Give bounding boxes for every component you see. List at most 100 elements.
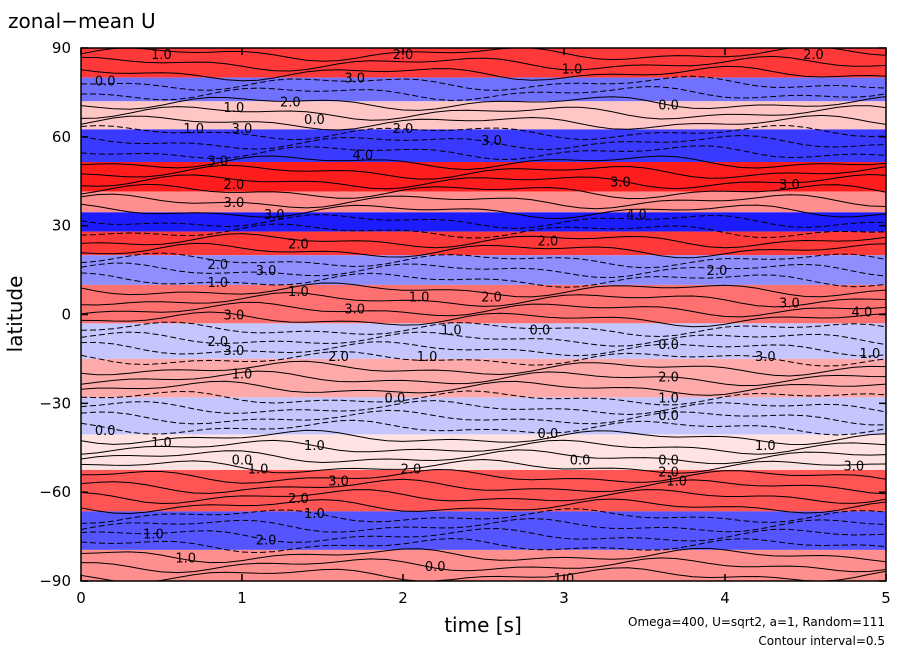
contour-label: 3.0 bbox=[232, 122, 253, 137]
contour-label: 3.0 bbox=[224, 309, 245, 324]
contour-label: 1.0 bbox=[207, 276, 228, 291]
contour-line-positive bbox=[81, 360, 886, 377]
contour-line-positive bbox=[81, 291, 886, 308]
contour-label: 1.0 bbox=[288, 285, 309, 300]
contour-label: 1.0 bbox=[755, 439, 776, 454]
contour-label: 0.0 bbox=[95, 424, 116, 439]
x-tick-label: 4 bbox=[720, 589, 730, 607]
contour-label: 0.0 bbox=[538, 427, 559, 442]
contour-label: 2.0 bbox=[803, 48, 824, 63]
contour-line-negative bbox=[81, 341, 886, 357]
contour-line-positive bbox=[81, 155, 886, 171]
contour-line-positive bbox=[81, 489, 886, 505]
shaded-band bbox=[81, 397, 886, 435]
contour-label: 0.0 bbox=[658, 98, 679, 113]
contour-label: 3.0 bbox=[779, 297, 800, 312]
contour-line-positive bbox=[81, 282, 886, 298]
shaded-band bbox=[81, 549, 886, 581]
contour-label: 0.0 bbox=[304, 113, 325, 128]
contour-label: 1.0 bbox=[441, 323, 462, 338]
contour-line-positive bbox=[81, 301, 886, 318]
contour-label: 2.0 bbox=[207, 335, 228, 350]
contour-label: 2.0 bbox=[538, 235, 559, 250]
contour-line-positive bbox=[81, 311, 886, 328]
contour-line-positive bbox=[81, 65, 886, 82]
contour-label: 4.0 bbox=[626, 208, 647, 223]
contour-label: 3.0 bbox=[328, 474, 349, 489]
contour-label: 1.0 bbox=[224, 101, 245, 116]
y-axis-label: latitude bbox=[3, 276, 27, 353]
x-axis-ticks: 0 1 2 3 4 5 bbox=[76, 48, 891, 607]
contour-line-negative bbox=[81, 400, 886, 416]
contour-label: 2.0 bbox=[658, 371, 679, 386]
contour-label: 1.0 bbox=[562, 63, 583, 78]
y-axis-ticks: 90 60 30 0 −30 −60 −90 bbox=[39, 39, 886, 590]
contour-label: 2.0 bbox=[224, 178, 245, 193]
shaded-band bbox=[81, 212, 886, 232]
x-tick-label: 2 bbox=[398, 589, 408, 607]
y-tick-label: 90 bbox=[52, 39, 71, 57]
y-tick-label: −90 bbox=[39, 572, 71, 590]
contour-line-positive bbox=[81, 105, 886, 121]
contour-line-positive bbox=[81, 449, 886, 465]
contour-line-positive bbox=[81, 173, 886, 190]
contour-label: 3.0 bbox=[344, 303, 365, 318]
contour-label: 1.0 bbox=[183, 122, 204, 137]
contour-label: 1.0 bbox=[860, 347, 881, 362]
contour-line-positive bbox=[81, 164, 886, 180]
plot-area: 1.0 2.0 2.03.00.01.02.01.00.00.01.0 3.0 2.03… bbox=[81, 48, 886, 581]
contour-label: 1.0 bbox=[175, 551, 196, 566]
contour-label: 2.0 bbox=[256, 534, 277, 549]
contour-line-positive bbox=[81, 380, 886, 396]
contour-line-positive bbox=[81, 547, 886, 564]
y-tick-label: −60 bbox=[39, 483, 71, 501]
contour-label: 2.0 bbox=[707, 264, 728, 279]
contour-label: 3.0 bbox=[264, 208, 285, 223]
contour-label: 1.0 bbox=[409, 291, 430, 306]
contour-label: 2.0 bbox=[280, 95, 301, 110]
shaded-band bbox=[81, 511, 886, 550]
contour-label: 3.0 bbox=[256, 264, 277, 279]
contour-line-positive bbox=[81, 96, 886, 111]
contour-label: 2.0 bbox=[288, 492, 309, 507]
contour-label: 2.0 bbox=[658, 465, 679, 480]
contour-label: 1.0 bbox=[666, 474, 687, 489]
contour-label: 2.0 bbox=[393, 122, 414, 137]
contour-label: 1.0 bbox=[248, 463, 269, 478]
contour-line-negative bbox=[81, 86, 886, 102]
contour-line-negative bbox=[81, 419, 886, 436]
contour-label: 2.0 bbox=[481, 291, 502, 306]
contour-line-positive bbox=[81, 203, 886, 219]
contour-interval-note: Contour interval=0.5 bbox=[758, 634, 885, 648]
contour-label: 3.0 bbox=[344, 72, 365, 87]
contour-label: 0.0 bbox=[530, 323, 551, 338]
y-tick-label: −30 bbox=[39, 394, 71, 412]
contour-label: 0.0 bbox=[570, 454, 591, 469]
contour-line-negative bbox=[81, 409, 886, 426]
x-tick-label: 0 bbox=[76, 589, 86, 607]
shaded-band bbox=[81, 358, 886, 398]
contour-label: 1.0 bbox=[151, 48, 172, 63]
contour-label: 3.0 bbox=[755, 350, 776, 365]
parameters-note: Omega=400, U=sqrt2, a=1, Random=111 bbox=[628, 615, 885, 629]
contour-labels: 1.0 2.0 2.03.00.01.02.01.00.00.01.0 3.0 2.03… bbox=[95, 48, 881, 581]
shaded-band bbox=[81, 162, 886, 192]
shaded-band bbox=[81, 129, 886, 163]
contour-label: 1.0 bbox=[417, 350, 438, 365]
contour-label: 2.0 bbox=[401, 463, 422, 478]
x-tick-label: 1 bbox=[237, 589, 247, 607]
contour-label: 1.0 bbox=[232, 368, 253, 383]
contour-label: 0.0 bbox=[658, 338, 679, 353]
contour-label: 3.0 bbox=[224, 196, 245, 211]
contour-label: 2.0 bbox=[393, 48, 414, 63]
contour-label: 0.0 bbox=[385, 391, 406, 406]
y-tick-label: 0 bbox=[61, 306, 71, 324]
shaded-band bbox=[81, 77, 886, 102]
contour-label: 3.0 bbox=[207, 155, 228, 170]
contour-line-positive bbox=[81, 370, 886, 387]
contour-line-positive bbox=[81, 233, 886, 249]
contour-line-positive bbox=[81, 114, 886, 131]
contour-line-negative bbox=[81, 262, 886, 279]
shaded-band bbox=[81, 284, 886, 324]
